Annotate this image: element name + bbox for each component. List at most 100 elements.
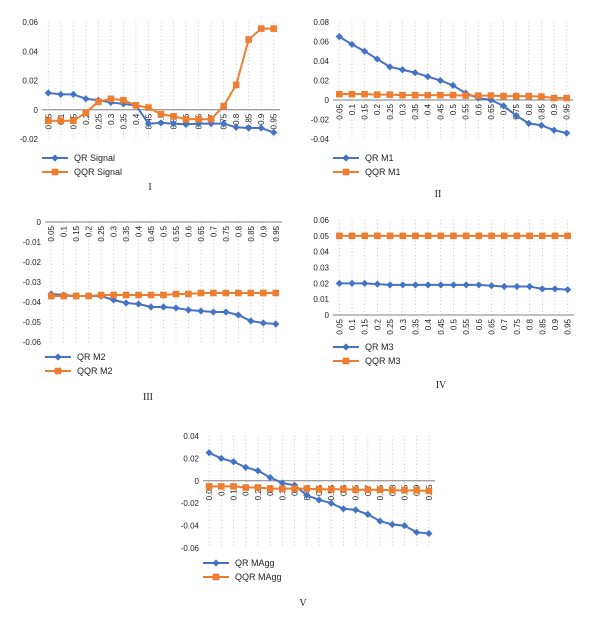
chart-panel-2: 0.080.060.040.020-0.02-0.040.05 0.1 0.15 0.… — [311, 18, 573, 200]
data-point — [82, 95, 90, 103]
x-tick-label: 0.15 — [361, 103, 370, 119]
data-point — [44, 89, 52, 97]
data-point — [525, 119, 533, 127]
data-point — [242, 463, 250, 471]
legend-entry: QQR M2 — [45, 366, 113, 376]
data-point — [147, 291, 155, 299]
data-point — [373, 280, 381, 288]
x-tick-label: 0.85 — [245, 113, 254, 129]
data-point — [376, 486, 384, 494]
data-point — [290, 481, 299, 489]
data-point — [563, 129, 571, 137]
data-point — [462, 281, 470, 289]
data-point — [348, 40, 356, 49]
x-tick-label: 0.3 — [110, 225, 119, 237]
data-point — [551, 285, 559, 293]
x-tick-label: 0.4 — [132, 113, 141, 125]
data-point — [348, 232, 356, 240]
data-point — [348, 279, 356, 287]
y-tick-label: -0.02 — [20, 135, 39, 144]
data-point — [361, 90, 368, 98]
data-point — [425, 487, 433, 495]
x-tick-label: 0.45 — [147, 225, 156, 241]
data-point — [278, 479, 286, 487]
x-tick-label: 0.1 — [348, 318, 357, 330]
data-point — [291, 485, 298, 492]
data-point — [335, 279, 343, 287]
x-tick-label: 0.65 — [197, 225, 206, 241]
series-qr-m3 — [335, 279, 572, 294]
data-point — [159, 303, 168, 311]
legend-label: QR Signal — [74, 153, 115, 163]
x-tick-label: 0.1 — [217, 484, 226, 496]
legend-entry: QQR M3 — [333, 356, 401, 366]
x-tick-label: 0.15 — [72, 225, 81, 241]
data-point — [386, 91, 394, 98]
x-tick-label: 0.5 — [450, 318, 459, 330]
y-tick-label: -0.04 — [311, 135, 330, 144]
data-point — [388, 487, 396, 494]
chart-panel-4: 0.06 0.05 0.04 0.03 0.02 0.01 0 0.05 0.1 0.15 0.2 0… — [313, 216, 574, 391]
legend-marker — [342, 168, 350, 176]
data-point — [564, 232, 571, 240]
legend-label: QQR Signal — [74, 167, 122, 177]
data-point — [222, 308, 230, 316]
x-tick-label: 0.75 — [513, 318, 522, 334]
y-tick-label: -0.04 — [23, 298, 42, 307]
y-tick-label: -0.05 — [23, 318, 42, 327]
data-point — [462, 92, 469, 99]
y-tick-label: 0.02 — [313, 77, 329, 86]
x-tick-label: 0.1 — [60, 225, 69, 237]
data-point — [487, 96, 495, 104]
x-tick-label: 0.5 — [160, 225, 169, 237]
data-point — [564, 286, 572, 294]
x-tick-label: 0.85 — [537, 103, 546, 119]
x-tick-label: 0.2 — [85, 225, 94, 237]
data-point — [513, 232, 521, 240]
panel-label: IV — [436, 380, 447, 391]
data-point — [399, 281, 407, 289]
data-point — [230, 483, 237, 490]
data-point — [270, 128, 278, 137]
data-point — [411, 69, 419, 77]
data-point — [424, 73, 432, 81]
data-point — [538, 232, 546, 240]
legend-label: QR M2 — [77, 352, 106, 362]
y-tick-label: 0.01 — [313, 295, 329, 304]
data-point — [266, 473, 274, 482]
series-qqr-m1 — [336, 90, 570, 102]
data-point — [500, 232, 508, 240]
data-point — [335, 33, 343, 41]
x-tick-label: 0.05 — [47, 225, 56, 241]
legend-entry: QR Signal — [42, 153, 115, 163]
data-point — [69, 90, 77, 98]
data-point — [272, 289, 280, 297]
data-point — [242, 484, 250, 491]
data-point — [538, 93, 545, 100]
data-point — [247, 289, 255, 297]
chart-panel-3: 0-0.01-0.02-0.03-0.04-0.05-0.060.05 0.1 0.… — [23, 218, 282, 403]
data-point — [550, 126, 558, 134]
data-point — [303, 491, 311, 499]
series-qqr-magg — [205, 483, 433, 495]
data-point — [120, 96, 127, 104]
y-tick-label: 0.02 — [183, 454, 199, 463]
x-tick-label: 0.35 — [278, 484, 287, 500]
y-tick-label: -0.03 — [23, 278, 42, 287]
y-tick-label: 0 — [325, 96, 330, 105]
data-point — [500, 92, 507, 100]
data-point — [361, 232, 369, 240]
x-tick-label: 0.9 — [550, 103, 559, 115]
chart-panel-1: 0.060.040.020-0.020.050.10.150.20.250.30… — [20, 18, 280, 193]
data-point — [425, 529, 433, 538]
data-point — [157, 119, 165, 127]
data-point — [399, 232, 407, 240]
data-point — [348, 90, 356, 98]
data-point — [336, 232, 343, 240]
x-tick-label: 0.8 — [526, 318, 535, 330]
data-point — [44, 117, 52, 125]
x-tick-label: 0.85 — [247, 225, 256, 241]
x-tick-label: 0.5 — [449, 103, 458, 115]
data-point — [475, 281, 483, 289]
data-point — [254, 484, 262, 491]
